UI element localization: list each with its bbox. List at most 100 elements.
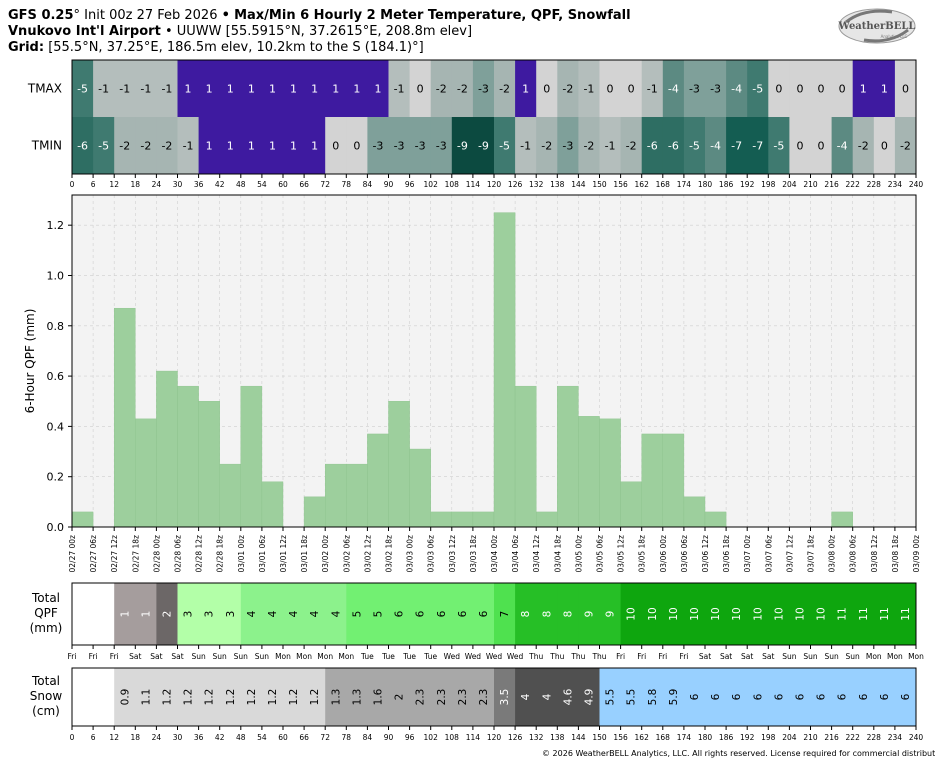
temp-cell-tmax — [557, 60, 579, 117]
temp-value-tmax: -2 — [499, 83, 510, 96]
qpf-bar — [578, 416, 600, 528]
total-qpf-cell — [261, 583, 284, 645]
qpf-date-label: 03/07 12z — [785, 535, 794, 573]
total-qpf-cell — [789, 583, 811, 645]
day-label: Sat — [741, 652, 753, 661]
total-snow-cell — [641, 668, 664, 726]
temp-cell-tmax — [388, 60, 411, 117]
temp-value-tmax: 1 — [185, 83, 192, 96]
temp-cell-tmin — [198, 117, 221, 174]
snow-hour-label: 108 — [445, 733, 460, 742]
qpf-date-label: 02/28 06z — [174, 535, 183, 573]
temp-value-tmin: -3 — [436, 140, 447, 153]
logo-subtext: Analytics LLC — [881, 34, 908, 39]
total-qpf-value: 6 — [415, 610, 427, 617]
temp-cell-tmax — [198, 60, 221, 117]
temp-cell-tmin — [747, 117, 769, 174]
temp-cell-tmin — [135, 117, 157, 174]
total-snow-value: 2.3 — [457, 689, 469, 706]
day-label: Mon — [338, 652, 354, 661]
snow-hour-label: 222 — [846, 733, 861, 742]
station-meta: UUWW [55.5915°N, 37.2615°E, 208.8m elev] — [176, 24, 473, 39]
temp-value-tmax: -2 — [457, 83, 468, 96]
snow-hour-label: 24 — [152, 733, 162, 742]
total-snow-table: 0.9 1.1 1.2 1.2 1.2 1.2 1.2 1.2 1.2 1.2 1.3 1.3 1.6 2… — [30, 667, 923, 742]
qpf-bar — [683, 496, 706, 528]
qpf-date-label: 03/02 12z — [363, 535, 372, 573]
total-qpf-cell — [873, 583, 896, 645]
temp-hour-label: 96 — [405, 180, 415, 189]
total-snow-row-label: Snow — [30, 689, 63, 703]
total-qpf-cell — [726, 583, 748, 645]
total-snow-cell — [409, 668, 432, 726]
qpf-bar — [704, 511, 727, 528]
temp-hour-label: 102 — [424, 180, 439, 189]
total-snow-cell — [768, 668, 790, 726]
qpf-bar — [641, 433, 664, 528]
temp-cell-tmin — [578, 117, 600, 174]
qpf-bar — [261, 481, 284, 528]
total-snow-value: 2.3 — [415, 689, 427, 706]
temp-hour-label: 48 — [236, 180, 246, 189]
qpf-date-label: 03/06 18z — [722, 535, 731, 573]
temp-value-tmin: -4 — [710, 140, 721, 153]
temp-cell-tmin — [789, 117, 811, 174]
qpf-date-label: 03/03 12z — [448, 535, 457, 573]
total-snow-value: 6 — [879, 693, 891, 700]
temp-value-tmin: -5 — [98, 140, 109, 153]
total-qpf-row-label: (mm) — [30, 621, 63, 635]
total-qpf-cell — [578, 583, 600, 645]
total-qpf-value: 11 — [900, 607, 912, 620]
qpf-bar — [325, 463, 347, 528]
day-label: Sat — [720, 652, 732, 661]
total-snow-cell — [156, 668, 178, 726]
day-label: Sat — [699, 652, 711, 661]
total-snow-value: 1.2 — [204, 689, 216, 706]
total-qpf-cell — [156, 583, 178, 645]
temp-value-tmax: 1 — [860, 83, 867, 96]
temp-cell-tmin — [93, 117, 115, 174]
temp-cell-tmax — [346, 60, 368, 117]
snow-hour-label: 6 — [91, 733, 96, 742]
logo-text: WeatherBELL — [838, 21, 916, 32]
temp-value-tmin: 1 — [248, 140, 255, 153]
total-snow-cell — [261, 668, 284, 726]
total-snow-value: 1.3 — [330, 689, 342, 706]
qpf-date-label: 03/08 12z — [870, 535, 879, 573]
total-qpf-value: 6 — [478, 610, 490, 617]
temp-value-tmax: -1 — [583, 83, 594, 96]
temp-value-tmax: 1 — [374, 83, 381, 96]
temp-cell-tmax — [430, 60, 453, 117]
total-qpf-value: 2 — [161, 611, 173, 618]
total-snow-cell — [388, 668, 411, 726]
total-qpf-value: 7 — [499, 611, 511, 618]
total-snow-value: 5.5 — [605, 689, 617, 706]
temp-cell-tmin — [852, 117, 875, 174]
temp-value-tmin: -2 — [161, 140, 172, 153]
qpf-date-label: 03/05 18z — [638, 535, 647, 573]
temp-value-tmax: -1 — [647, 83, 658, 96]
temp-value-tmin: -7 — [731, 140, 742, 153]
total-qpf-cell — [219, 583, 242, 645]
temp-cell-tmax — [114, 60, 136, 117]
total-qpf-cell — [198, 583, 221, 645]
qpf-y-tick-label: 1.0 — [47, 269, 65, 282]
temp-cell-tmin — [873, 117, 896, 174]
temp-cell-tmin — [620, 117, 643, 174]
temp-value-tmin: 1 — [206, 140, 213, 153]
grid-meta: [55.5°N, 37.25°E, 186.5m elev, 10.2km to… — [48, 40, 424, 55]
day-label: Thu — [570, 652, 585, 661]
temp-cell-tmax — [662, 60, 685, 117]
temp-hour-label: 42 — [215, 180, 225, 189]
qpf-bar — [198, 401, 220, 528]
total-qpf-cell — [831, 583, 854, 645]
temp-cell-tmax — [93, 60, 115, 117]
temp-cell-tmax — [641, 60, 664, 117]
snow-hour-label: 168 — [656, 733, 671, 742]
temp-cell-tmin — [430, 117, 453, 174]
temp-cell-tmax — [620, 60, 643, 117]
qpf-y-axis-label: 6-Hour QPF (mm) — [23, 309, 37, 414]
temp-value-tmax: 1 — [311, 83, 318, 96]
temp-cell-tmin — [726, 117, 748, 174]
temp-value-tmin: 1 — [311, 140, 318, 153]
